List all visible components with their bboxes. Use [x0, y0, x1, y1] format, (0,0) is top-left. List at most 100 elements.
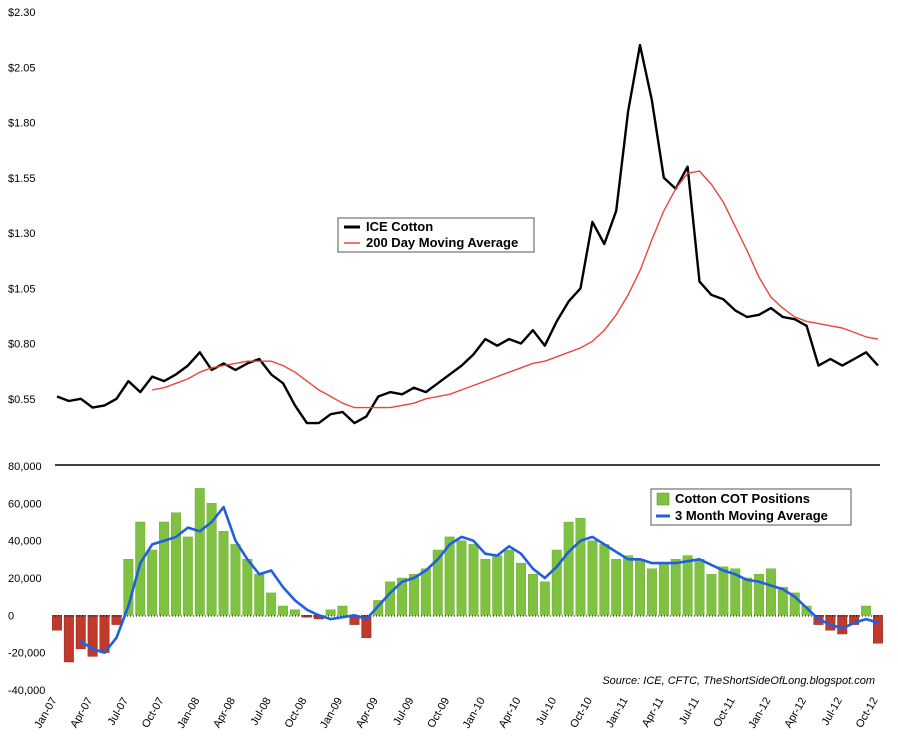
- x-tick-label: Jan-12: [746, 695, 773, 730]
- cot-bar-Nov-09: [456, 540, 467, 616]
- cot-bar-Apr-07: [87, 615, 98, 657]
- cot-bar-Jan-09: [337, 605, 348, 616]
- cot-bar-Mar-09: [361, 615, 372, 638]
- x-tick-label: Jan-09: [318, 696, 345, 731]
- cot-bar-Dec-09: [468, 544, 479, 616]
- cot-bar-Mar-10: [504, 549, 515, 616]
- cot-bar-Aug-09: [420, 568, 431, 616]
- x-tick-label: Jul-07: [106, 696, 131, 728]
- cot-bar-Sep-11: [718, 566, 729, 616]
- cot-bar-Jun-08: [254, 574, 265, 616]
- cot-bar-Jun-09: [397, 577, 407, 616]
- cot-y-axis: -40,000 -20,000 0 20,000 40,000 60,000 80,000: [8, 461, 45, 697]
- x-tick-label: Jul-12: [820, 695, 845, 727]
- cot-bar-Oct-09: [444, 536, 455, 616]
- cot-bar-May-08: [242, 559, 253, 616]
- price-legend-box: [337, 217, 535, 253]
- cot-legend: Cotton COT Positions 3 Month Moving Aver…: [650, 488, 852, 526]
- cot-bar-Apr-11: [658, 562, 669, 616]
- price-y-tick: $1.80: [8, 118, 36, 130]
- moving-average-200-line: [152, 170, 879, 409]
- cot-bar-Jul-08: [266, 592, 277, 616]
- x-tick-label: Jul-10: [534, 695, 559, 727]
- cot-bar-Jan-07: [52, 615, 62, 631]
- price-y-axis: $0.55 $0.80 $1.05 $1.30 $1.55 $1.80 $2.05 $2.30: [8, 7, 36, 406]
- cot-bar-Jan-12: [766, 568, 776, 616]
- x-tick-label: Apr-10: [497, 695, 524, 730]
- ice-cotton-line: [56, 43, 879, 425]
- cot-bar-Sep-09: [432, 549, 443, 616]
- price-lines: [56, 43, 879, 425]
- price-y-tick: $0.55: [8, 394, 36, 406]
- cot-ma-line: [79, 505, 880, 654]
- x-tick-label: Jan-08: [175, 696, 202, 731]
- cot-bar-May-10: [528, 574, 538, 616]
- cot-bar-Jul-11: [694, 559, 705, 616]
- x-tick-label: Oct-10: [568, 695, 595, 730]
- cot-bar-Jan-10: [480, 559, 491, 616]
- cot-bar-Jun-07: [111, 615, 122, 625]
- cot-bar-Sep-12: [861, 605, 871, 616]
- cot-bar-Oct-12: [873, 615, 883, 644]
- cot-bar-Mar-07: [75, 615, 86, 650]
- cot-y-tick: 40,000: [8, 536, 42, 548]
- cot-bar-Jun-10: [539, 581, 550, 616]
- x-tick-label: Apr-07: [68, 696, 95, 731]
- legend-label-200dma: 200 Day Moving Average: [366, 235, 518, 250]
- cot-bar-Aug-10: [563, 521, 574, 616]
- x-tick-label: Oct-12: [854, 696, 881, 731]
- cot-bar-Feb-10: [492, 555, 503, 616]
- cot-y-tick: 20,000: [8, 573, 42, 585]
- cot-bar-Oct-07: [159, 521, 170, 616]
- x-tick-label: Apr-12: [782, 695, 809, 730]
- x-tick-label: Jan-11: [604, 695, 631, 729]
- cot-bar-Sep-10: [575, 518, 586, 616]
- cot-bar-Dec-08: [325, 609, 336, 616]
- cot-bar-Apr-08: [230, 544, 241, 616]
- x-tick-label: Jan-07: [32, 696, 59, 731]
- legend-label-ice-cotton: ICE Cotton: [366, 219, 433, 234]
- cot-bar-Sep-08: [290, 609, 300, 616]
- cot-bar-Mar-08: [218, 531, 229, 616]
- x-tick-label: Apr-09: [354, 696, 381, 731]
- cot-bar-Oct-11: [730, 568, 741, 616]
- cot-bar-Mar-11: [647, 568, 657, 616]
- cot-y-tick: 0: [8, 610, 14, 622]
- x-tick-label: Apr-11: [640, 695, 666, 729]
- x-tick-label: Apr-08: [211, 696, 238, 731]
- three-month-ma-line: [79, 505, 880, 654]
- x-tick-label: Oct-11: [711, 695, 737, 729]
- price-y-tick: $1.55: [8, 173, 36, 185]
- cot-bar-Nov-10: [599, 544, 610, 616]
- x-axis-ticks: Jan-07 Apr-07 Jul-07 Oct-07 Jan-08 Apr-08 Jul-…: [32, 695, 880, 730]
- x-tick-label: Oct-07: [140, 696, 167, 731]
- cot-bar-Nov-07: [170, 512, 181, 616]
- cot-bar-Oct-08: [301, 615, 312, 618]
- source-note: Source: ICE, CFTC, TheShortSideOfLong.bl…: [602, 675, 875, 687]
- price-y-tick: $2.05: [8, 62, 36, 74]
- cot-bar-Feb-11: [635, 559, 645, 616]
- cot-bar-Nov-11: [742, 577, 753, 616]
- price-y-tick: $2.30: [8, 7, 36, 19]
- x-tick-label: Jul-08: [248, 696, 273, 728]
- cot-bar-Dec-10: [611, 559, 622, 616]
- x-tick-label: Jul-11: [677, 695, 702, 726]
- cot-bar-Feb-12: [777, 587, 788, 616]
- cot-bar-Jan-11: [623, 555, 634, 616]
- cot-bar-Jul-12: [837, 615, 848, 635]
- cot-bar-May-11: [670, 559, 681, 616]
- cot-bar-Apr-10: [516, 562, 526, 616]
- cot-bar-Jul-10: [551, 549, 562, 616]
- cot-bar-Dec-11: [754, 574, 764, 616]
- legend-swatch-cot: [656, 492, 670, 506]
- cot-y-tick: 80,000: [8, 461, 42, 473]
- cot-bar-Aug-11: [706, 574, 717, 616]
- cot-bar-Jul-09: [409, 574, 419, 616]
- cot-y-tick: -20,000: [8, 648, 45, 660]
- cot-bar-Feb-08: [206, 503, 217, 616]
- x-tick-label: Oct-08: [283, 696, 310, 731]
- cot-bar-Jan-08: [194, 488, 205, 616]
- cot-y-tick: 60,000: [8, 498, 42, 510]
- x-tick-label: Jul-09: [391, 696, 416, 728]
